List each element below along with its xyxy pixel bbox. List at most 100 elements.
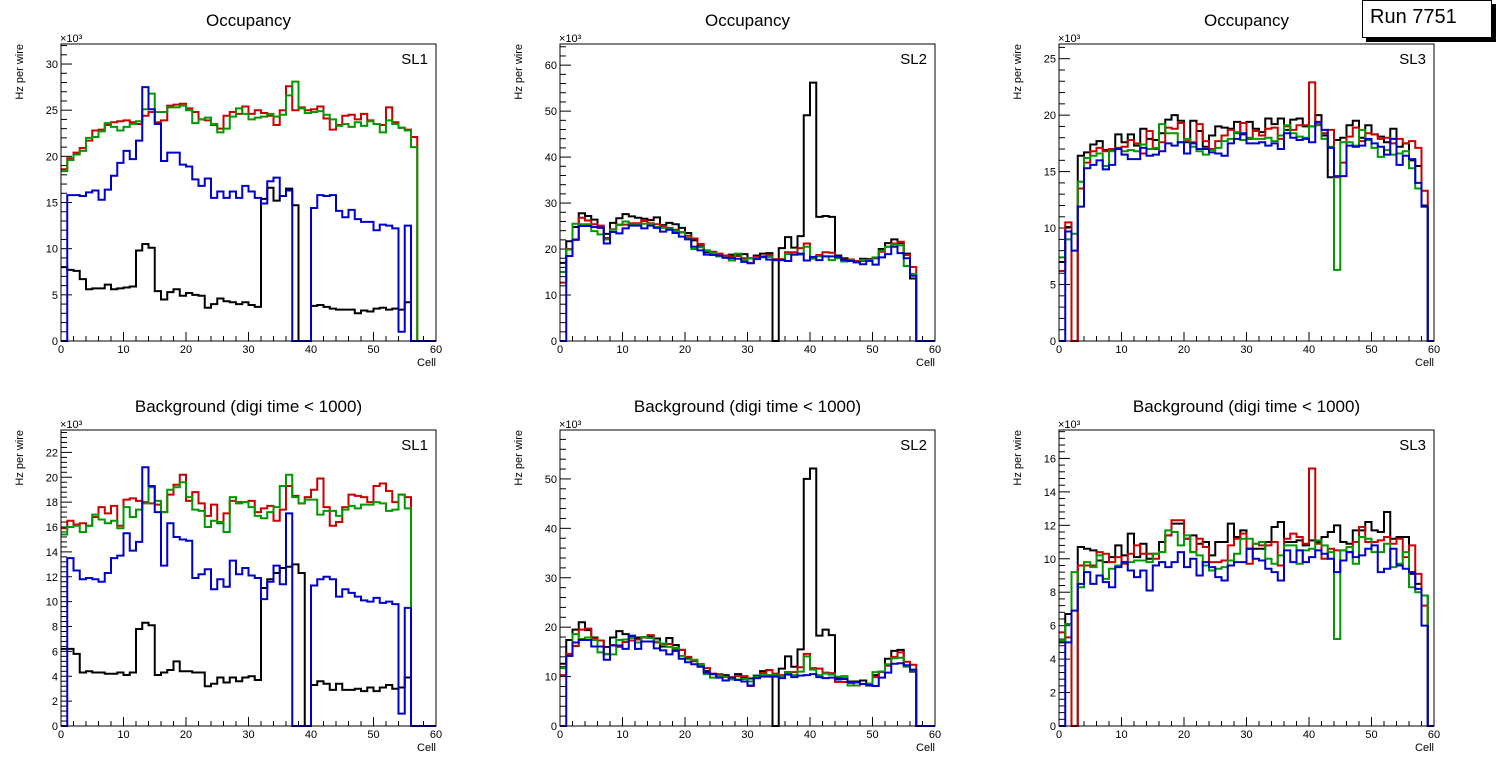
y-axis-label: Hz per wire: [1012, 430, 1024, 486]
histogram-panel-5: Background (digi time < 1000) ×10³ Hz per …: [513, 397, 941, 754]
histogram-series-red: [1059, 81, 1434, 342]
histogram-series-blue: [1059, 544, 1434, 727]
x-tick-label: 60: [929, 344, 941, 356]
plot-frame: [60, 429, 437, 727]
y-tick-label: 30: [46, 59, 58, 71]
y-tick-label: 30: [545, 573, 557, 585]
x-tick-label: 30: [1240, 729, 1252, 741]
y-tick-label: 0: [1050, 336, 1056, 348]
y-tick-label: 16: [46, 522, 58, 534]
x-tick-label: 50: [1365, 729, 1377, 741]
y-tick-label: 15: [1044, 167, 1056, 179]
x-tick-label: 60: [929, 729, 941, 741]
x-tick-label: 10: [616, 344, 628, 356]
histogram-series-blue: [61, 86, 436, 342]
histogram-panel-3: Occupancy ×10³ Hz per wire Cell SL3 0 10 20 30 40…: [1012, 11, 1440, 369]
x-tick-label: 60: [430, 344, 442, 356]
x-tick-label: 50: [367, 729, 379, 741]
histogram-series-blue: [61, 466, 436, 727]
x-tick-label: 40: [1303, 344, 1315, 356]
y-tick-label: 25: [46, 105, 58, 117]
y-tick-label: 50: [545, 474, 557, 486]
histogram-series-red: [560, 216, 935, 342]
y-tick-label: 10: [545, 290, 557, 302]
x-tick-label: 10: [1115, 344, 1127, 356]
histogram-panel-6: Background (digi time < 1000) ×10³ Hz per …: [1012, 397, 1440, 754]
exponent-label: ×10³: [1058, 419, 1081, 431]
y-tick-label: 0: [1050, 721, 1056, 733]
x-tick-label: 0: [1056, 729, 1062, 741]
plot-frame: [559, 43, 936, 342]
y-tick-label: 0: [551, 721, 557, 733]
histogram-panel-1: Occupancy ×10³ Hz per wire Cell SL1 0 10 20 30 40…: [14, 11, 442, 369]
x-tick-label: 60: [1428, 729, 1440, 741]
histogram-series-green: [61, 473, 436, 727]
x-tick-label: 20: [679, 729, 691, 741]
panel-title: Occupancy: [206, 11, 292, 30]
y-tick-label: 18: [46, 497, 58, 509]
superlayer-label: SL2: [900, 51, 927, 68]
run-label: Run 7751: [1370, 6, 1457, 28]
y-tick-label: 5: [1050, 280, 1056, 292]
histogram-panel-4: Background (digi time < 1000) ×10³ Hz per …: [14, 397, 442, 754]
y-tick-label: 6: [1050, 621, 1056, 633]
x-axis-label: Cell: [1415, 742, 1434, 754]
x-tick-label: 0: [557, 344, 563, 356]
x-tick-label: 10: [117, 729, 129, 741]
x-tick-label: 40: [1303, 729, 1315, 741]
superlayer-label: SL1: [401, 437, 428, 454]
y-tick-label: 14: [46, 547, 58, 559]
y-tick-label: 5: [52, 290, 58, 302]
histogram-series-blue: [560, 224, 935, 342]
superlayer-label: SL3: [1399, 437, 1426, 454]
y-tick-label: 10: [1044, 554, 1056, 566]
y-tick-label: 0: [52, 336, 58, 348]
panel-title: Occupancy: [1204, 11, 1290, 30]
histogram-series-black: [560, 467, 935, 727]
y-tick-label: 22: [46, 447, 58, 459]
histogram-series-black: [61, 563, 436, 727]
x-tick-label: 10: [616, 729, 628, 741]
histogram-panel-2: Occupancy ×10³ Hz per wire Cell SL2 0 10 20 30 40…: [513, 11, 941, 369]
x-tick-label: 30: [242, 344, 254, 356]
histogram-series-green: [560, 220, 935, 342]
y-tick-label: 20: [46, 472, 58, 484]
y-tick-label: 10: [545, 672, 557, 684]
superlayer-label: SL1: [401, 51, 428, 68]
x-tick-label: 60: [1428, 344, 1440, 356]
y-tick-label: 25: [1044, 54, 1056, 66]
exponent-label: ×10³: [559, 419, 582, 431]
x-axis-label: Cell: [916, 742, 935, 754]
x-tick-label: 20: [679, 344, 691, 356]
histogram-series-green: [61, 80, 436, 342]
x-tick-label: 50: [1365, 344, 1377, 356]
y-tick-label: 40: [545, 523, 557, 535]
x-tick-label: 60: [430, 729, 442, 741]
x-tick-label: 50: [866, 344, 878, 356]
x-tick-label: 40: [804, 729, 816, 741]
x-tick-label: 0: [58, 729, 64, 741]
exponent-label: ×10³: [60, 419, 83, 431]
y-axis-label: Hz per wire: [14, 430, 26, 486]
exponent-label: ×10³: [559, 33, 582, 45]
x-tick-label: 30: [741, 729, 753, 741]
y-tick-label: 6: [52, 646, 58, 658]
y-tick-label: 2: [1050, 688, 1056, 700]
histogram-series-blue: [560, 634, 935, 727]
y-tick-label: 10: [46, 597, 58, 609]
y-tick-label: 4: [1050, 654, 1056, 666]
y-axis-label: Hz per wire: [1012, 44, 1024, 100]
y-tick-label: 20: [545, 244, 557, 256]
y-tick-label: 20: [545, 622, 557, 634]
plot-frame: [559, 429, 936, 727]
y-tick-label: 15: [46, 198, 58, 210]
x-axis-label: Cell: [916, 357, 935, 369]
x-tick-label: 0: [1056, 344, 1062, 356]
x-axis-label: Cell: [417, 357, 436, 369]
y-tick-label: 10: [1044, 223, 1056, 235]
x-tick-label: 40: [305, 344, 317, 356]
y-axis-label: Hz per wire: [513, 44, 525, 100]
y-tick-label: 12: [46, 572, 58, 584]
x-tick-label: 20: [180, 729, 192, 741]
histogram-series-black: [61, 186, 436, 342]
